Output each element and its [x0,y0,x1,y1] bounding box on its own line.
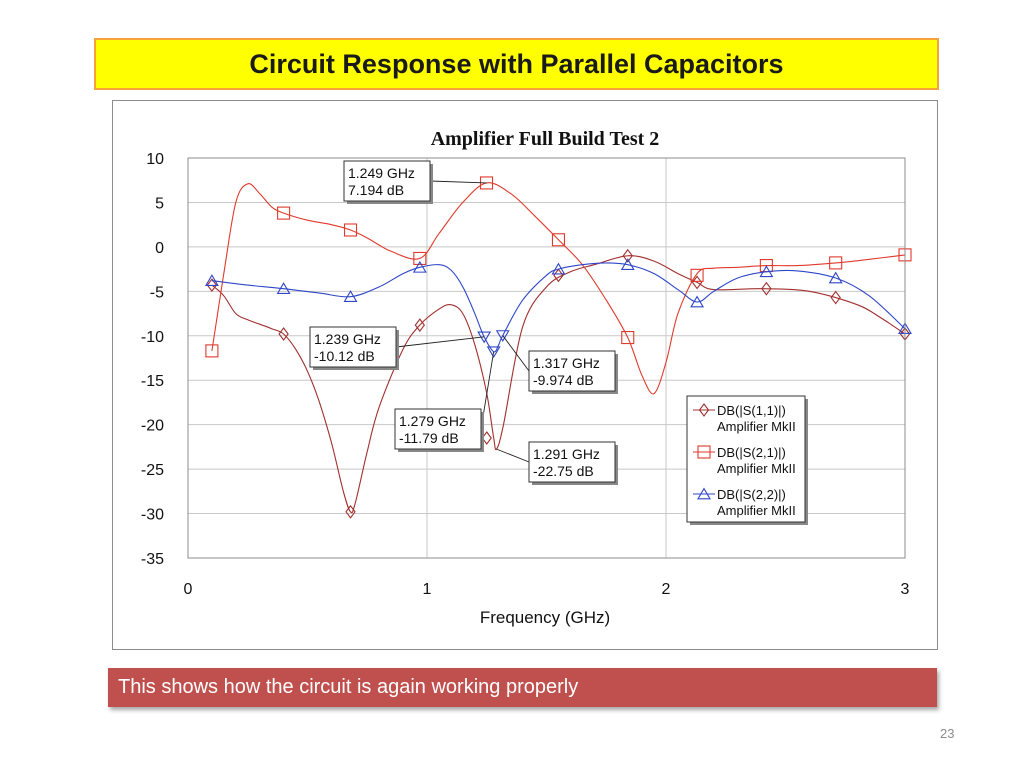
legend-box [686,395,806,523]
legend-series-name: DB(|S(2,2)|) [717,487,786,502]
square-marker [829,256,843,270]
x-tick-label: 1 [423,581,432,598]
triangle-up-marker [759,265,774,278]
chart-series-layer [204,176,912,519]
triangle-down-marker [495,330,510,343]
annotation-leader [502,335,530,372]
y-tick-label: 5 [155,195,164,212]
caption-text: This shows how the circuit is again work… [118,676,579,698]
y-tick-label: -30 [141,507,164,524]
triangle-up-marker [551,262,566,275]
triangle-up-marker [276,282,291,295]
triangle-down-marker [486,346,501,359]
annotation-frequency: 1.239 GHz [314,331,381,347]
legend-entry: DB(|S(2,1)|)Amplifier MkII [693,445,796,476]
marker-annotation: 1.291 GHz-22.75 dB [496,441,618,485]
annotation-box [309,326,397,368]
triangle-up-marker [690,295,705,308]
square-marker [690,268,704,282]
diamond-marker [698,403,710,417]
triangle-up-marker [412,260,427,273]
square-marker [277,206,291,220]
triangle-up-marker [697,487,711,500]
triangle-up-marker [828,271,843,284]
y-tick-label: -20 [141,418,164,435]
page-number: 23 [940,726,955,741]
marker-annotation: 1.279 GHz-11.79 dB [394,351,495,452]
square-marker [621,331,635,345]
diamond-marker [278,327,289,341]
y-tick-label: 0 [155,240,164,257]
chart-axes: 10 5 0 -5 -10 -15 -20 -25 -30 -35 0 1 2 3 [141,151,910,598]
square-marker [413,251,427,265]
annotation-box [528,350,616,392]
legend-entry: DB(|S(2,2)|)Amplifier MkII [693,487,796,518]
annotation-frequency: 1.291 GHz [533,446,600,462]
annotation-leader [496,448,530,463]
annotation-value: -10.12 dB [314,348,375,364]
y-tick-label: 10 [146,151,164,168]
legend-series-name: DB(|S(1,1)|) [717,403,786,418]
marker-annotation: 1.317 GHz-9.974 dB [502,335,618,394]
series-line [211,262,906,353]
annotation-frequency: 1.249 GHz [348,165,415,181]
annotation-box [528,441,616,483]
y-tick-label: -25 [141,462,164,479]
triangle-up-marker [343,290,358,303]
annotation-value: 7.194 dB [348,182,404,198]
diamond-marker [553,268,564,283]
y-tick-label: -5 [150,284,164,301]
legend-series-subname: Amplifier MkII [717,503,796,518]
chart-legend: DB(|S(1,1)|)Amplifier MkIIDB(|S(2,1)|)Am… [686,395,808,525]
annotation-leader [429,180,487,184]
annotation-box [343,160,431,202]
legend-series-subname: Amplifier MkII [717,419,796,434]
triangle-up-marker [204,274,219,287]
diamond-marker [414,318,426,333]
series-1 [206,248,911,519]
annotation-frequency: 1.279 GHz [399,413,466,429]
x-tick-label: 3 [901,581,910,598]
square-marker [205,344,219,358]
caption-box: This shows how the circuit is again work… [108,668,937,707]
annotation-box [394,408,482,450]
annotation-value: -11.79 dB [399,430,459,446]
marker-annotation: 1.239 GHz-10.12 dB [309,326,485,370]
x-tick-label: 2 [662,581,671,598]
chart-title: Amplifier Full Build Test 2 [431,128,660,150]
y-tick-label: -10 [141,329,164,346]
diamond-marker [345,504,356,519]
chart: Amplifier Full Build Test 2 1050-5-10-15… [141,128,912,627]
plot-area-border [187,157,906,559]
x-axis-label: Frequency (GHz) [480,608,610,627]
legend-entry: DB(|S(1,1)|)Amplifier MkII [693,403,796,434]
x-tick-label: 0 [184,581,193,598]
annotation-frequency: 1.317 GHz [533,355,600,371]
square-marker [551,233,566,247]
diamond-marker [761,281,772,296]
diamond-marker [691,275,703,290]
series-line [211,182,906,395]
annotation-value: -22.75 dB [533,463,594,479]
chart-frame: Amplifier Full Build Test 2 10 5 0 -5 -10 -15… [112,100,938,650]
slide-title: Circuit Response with Parallel Capacitor… [249,48,784,79]
square-marker [343,223,358,237]
diamond-marker [830,290,841,305]
square-marker [697,445,711,459]
slide-title-banner: Circuit Response with Parallel Capacitor… [94,38,939,90]
diamond-marker [622,248,633,263]
legend-series-subname: Amplifier MkII [717,461,796,476]
y-tick-label: -35 [141,551,164,568]
legend-series-name: DB(|S(2,1)|) [717,445,786,460]
annotation-leader [395,336,485,348]
triangle-up-marker [620,258,635,271]
y-tick-label: -15 [141,373,164,390]
diamond-marker [206,278,218,293]
annotation-value: -9.974 dB [533,372,594,388]
series-line [211,255,906,514]
